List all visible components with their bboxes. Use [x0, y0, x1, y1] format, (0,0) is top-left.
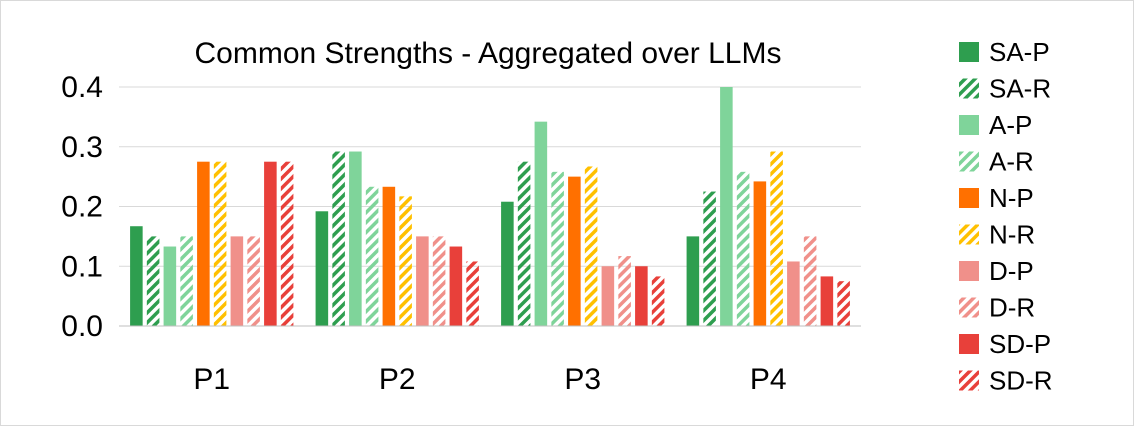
bar-a-r-p2	[365, 186, 379, 326]
y-tick-label: 0.0	[61, 310, 103, 343]
bar-d-p-p1	[230, 236, 244, 327]
bar-sd-p-p1	[264, 161, 277, 326]
legend-item-a-p: A-P	[959, 110, 1032, 140]
chart-title: Common Strengths - Aggregated over LLMs	[195, 37, 782, 70]
bar-sa-p-p1	[130, 226, 143, 326]
x-tick-label: P2	[379, 363, 416, 396]
legend-label: D-P	[989, 256, 1034, 286]
bar-sd-r-p3	[651, 276, 665, 326]
y-tick-label: 0.1	[61, 250, 103, 283]
bar-sd-p-p2	[449, 246, 463, 326]
bar-a-p-p1	[163, 246, 177, 326]
legend-label: A-R	[989, 147, 1034, 177]
legend-item-n-p: N-P	[959, 183, 1034, 213]
legend-label: A-P	[989, 110, 1032, 140]
bar-a-p-p3	[534, 121, 548, 326]
bar-sa-r-p1	[146, 236, 160, 327]
legend-swatch	[959, 115, 979, 135]
bar-sa-p-p2	[315, 211, 329, 326]
bar-sa-p-p4	[686, 236, 700, 327]
bar-d-p-p2	[416, 236, 429, 327]
bar-n-r-p4	[770, 151, 783, 326]
legend-label: SA-P	[989, 37, 1050, 67]
legend-item-sa-p: SA-P	[959, 37, 1050, 67]
legend-swatch	[959, 297, 979, 318]
x-tick-label: P4	[750, 363, 787, 396]
legend-label: SD-P	[989, 329, 1051, 359]
bar-n-p-p1	[197, 161, 210, 326]
bar-sd-p-p3	[635, 266, 648, 326]
bar-sa-p-p3	[501, 201, 514, 326]
bar-n-r-p1	[213, 161, 227, 326]
bar-sd-r-p1	[280, 161, 294, 326]
legend-item-d-p: D-P	[959, 256, 1034, 286]
bar-a-p-p2	[349, 151, 362, 326]
bar-sa-r-p4	[703, 191, 716, 326]
bar-d-r-p4	[803, 236, 817, 327]
legend-label: SD-R	[989, 366, 1053, 396]
bar-n-r-p2	[399, 196, 412, 326]
x-tick-label: P1	[193, 363, 230, 396]
legend-item-n-r: N-R	[959, 220, 1035, 250]
legend-swatch	[959, 78, 979, 99]
y-axis-ticks: 0.0 0.1 0.2 0.3 0.4	[61, 71, 103, 343]
bar-d-r-p2	[432, 236, 446, 327]
y-tick-label: 0.4	[61, 71, 103, 104]
bar-n-r-p3	[584, 166, 598, 326]
legend-swatch	[959, 151, 979, 172]
bar-d-r-p3	[618, 256, 631, 326]
y-tick-label: 0.3	[61, 131, 103, 164]
x-axis-ticks: P1 P2 P3 P4	[193, 363, 786, 396]
legend-swatch	[959, 334, 979, 354]
bar-sa-r-p2	[332, 151, 345, 326]
legend-swatch	[959, 261, 979, 281]
bar-sd-p-p4	[820, 276, 834, 326]
x-tick-label: P3	[564, 363, 601, 396]
bar-n-p-p2	[382, 186, 396, 326]
legend-swatch	[959, 224, 979, 245]
bar-d-p-p3	[601, 266, 615, 326]
bar-n-p-p4	[753, 181, 767, 326]
legend-label: N-P	[989, 183, 1034, 213]
legend: SA-P SA-R A-P A-R N-P N-R D-P D-R SD-P SD-R	[959, 37, 1053, 396]
bar-a-r-p4	[736, 171, 750, 326]
bar-a-r-p1	[180, 236, 193, 327]
bar-a-r-p3	[551, 171, 564, 326]
legend-item-a-r: A-R	[959, 147, 1034, 177]
bar-sa-r-p3	[517, 161, 531, 326]
bar-d-p-p4	[787, 261, 800, 326]
y-tick-label: 0.2	[61, 191, 103, 224]
legend-swatch	[959, 42, 979, 62]
legend-item-sd-p: SD-P	[959, 329, 1051, 359]
legend-item-sa-r: SA-R	[959, 74, 1051, 104]
legend-label: D-R	[989, 293, 1035, 323]
bars	[130, 87, 850, 327]
gridlines	[119, 86, 861, 267]
legend-label: SA-R	[989, 74, 1051, 104]
legend-label: N-R	[989, 220, 1035, 250]
legend-swatch	[959, 188, 979, 208]
bar-a-p-p4	[720, 87, 733, 326]
bar-sd-r-p2	[466, 261, 479, 326]
legend-swatch	[959, 370, 979, 391]
bar-d-r-p1	[247, 236, 260, 327]
legend-item-d-r: D-R	[959, 293, 1035, 323]
bar-n-p-p3	[568, 176, 581, 327]
legend-item-sd-r: SD-R	[959, 366, 1053, 396]
bar-sd-r-p4	[837, 281, 850, 326]
